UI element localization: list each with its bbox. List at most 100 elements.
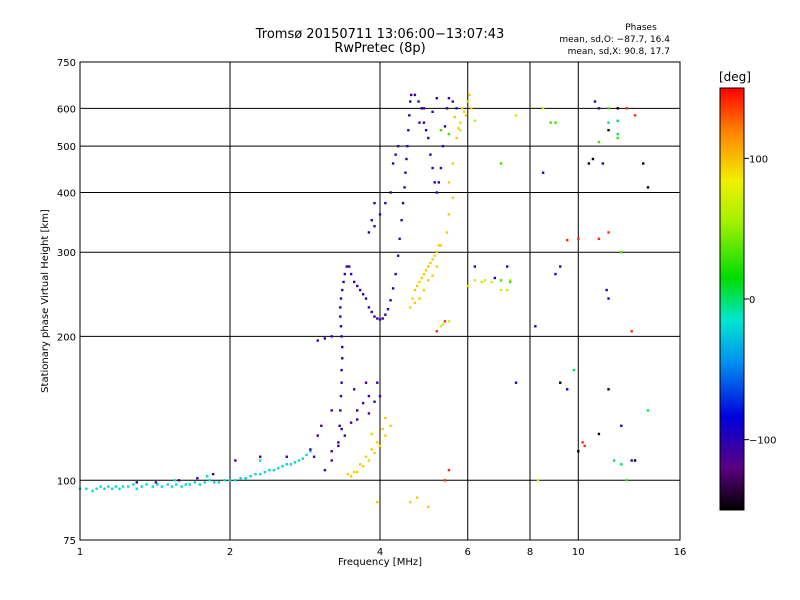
data-point [370, 219, 373, 222]
data-point [422, 272, 426, 276]
data-point [508, 279, 512, 282]
colorbar [719, 87, 745, 511]
data-point [364, 455, 368, 458]
data-point [406, 144, 409, 148]
data-point [381, 317, 384, 320]
data-point [597, 107, 601, 110]
data-point [228, 479, 232, 482]
data-point [381, 427, 384, 431]
data-point [301, 457, 305, 460]
data-point [605, 288, 608, 292]
data-point [607, 128, 610, 132]
data-point [364, 381, 368, 384]
data-point [437, 181, 441, 184]
data-point [323, 468, 327, 472]
data-point [427, 265, 430, 268]
data-point [389, 299, 392, 302]
data-point [400, 219, 403, 222]
data-point [337, 441, 340, 444]
y-tick-label: 300 [57, 248, 76, 259]
data-point [386, 307, 390, 311]
data-point [249, 474, 252, 478]
data-point [378, 213, 382, 216]
data-point [223, 479, 226, 482]
data-point [433, 254, 436, 257]
data-point [401, 201, 405, 205]
data-point [208, 479, 211, 482]
data-point [348, 265, 351, 268]
data-point [188, 483, 191, 486]
data-point [203, 481, 206, 484]
data-point [293, 461, 297, 464]
data-point [607, 231, 610, 234]
data-point [338, 424, 341, 428]
data-point [597, 432, 601, 436]
data-point [309, 448, 312, 451]
data-point [320, 424, 323, 428]
data-point [316, 434, 319, 437]
data-point [616, 132, 619, 136]
data-point [364, 297, 368, 300]
data-point [309, 450, 312, 453]
data-point [341, 345, 344, 349]
y-tick-label: 600 [57, 104, 76, 115]
data-point [373, 315, 376, 318]
data-point [435, 191, 438, 194]
data-point [462, 110, 466, 114]
phase-stats-o: mean, sd,O: −87.7, 16.4 [559, 35, 670, 45]
data-point [422, 288, 426, 292]
data-point [370, 432, 373, 436]
data-point [453, 115, 456, 119]
data-point [145, 483, 148, 486]
data-point [370, 448, 373, 451]
data-point [384, 313, 387, 316]
data-point [394, 272, 397, 276]
data-point [616, 107, 619, 110]
data-point [346, 472, 350, 476]
data-point [407, 128, 410, 132]
data-point [439, 244, 443, 247]
data-point [156, 483, 159, 486]
data-point [422, 107, 426, 110]
data-point [447, 320, 451, 323]
data-point [435, 96, 438, 100]
x-tick-label: 4 [377, 547, 383, 558]
data-point [541, 171, 545, 174]
data-point [135, 481, 138, 484]
data-point [431, 274, 434, 277]
data-point [411, 297, 414, 300]
data-point [508, 280, 512, 284]
data-point [427, 505, 430, 509]
data-point [559, 265, 562, 268]
data-point [352, 280, 356, 284]
data-point [378, 318, 382, 321]
data-point [607, 297, 610, 300]
data-point [339, 306, 342, 309]
data-point [620, 424, 623, 428]
grid-lines [79, 61, 681, 541]
data-point [285, 455, 288, 458]
data-point [173, 479, 177, 482]
data-point [409, 93, 413, 97]
data-point [493, 276, 497, 280]
data-point [431, 110, 434, 114]
data-point [85, 487, 88, 490]
data-point [422, 121, 426, 124]
data-point [110, 487, 114, 490]
data-point [384, 201, 387, 205]
x-tick-label: 2 [227, 547, 233, 558]
data-point [565, 238, 569, 242]
data-point [323, 337, 327, 340]
data-point [443, 125, 447, 128]
data-point [170, 485, 174, 488]
data-point [205, 474, 209, 478]
data-point [378, 444, 382, 448]
data-point [361, 465, 365, 468]
data-point [441, 144, 445, 148]
data-point [427, 279, 430, 282]
colorbar-ticks: 100 0 −100 [744, 154, 776, 447]
data-point [413, 288, 417, 292]
data-point [376, 381, 379, 384]
data-point [213, 481, 216, 484]
data-point [384, 416, 387, 420]
